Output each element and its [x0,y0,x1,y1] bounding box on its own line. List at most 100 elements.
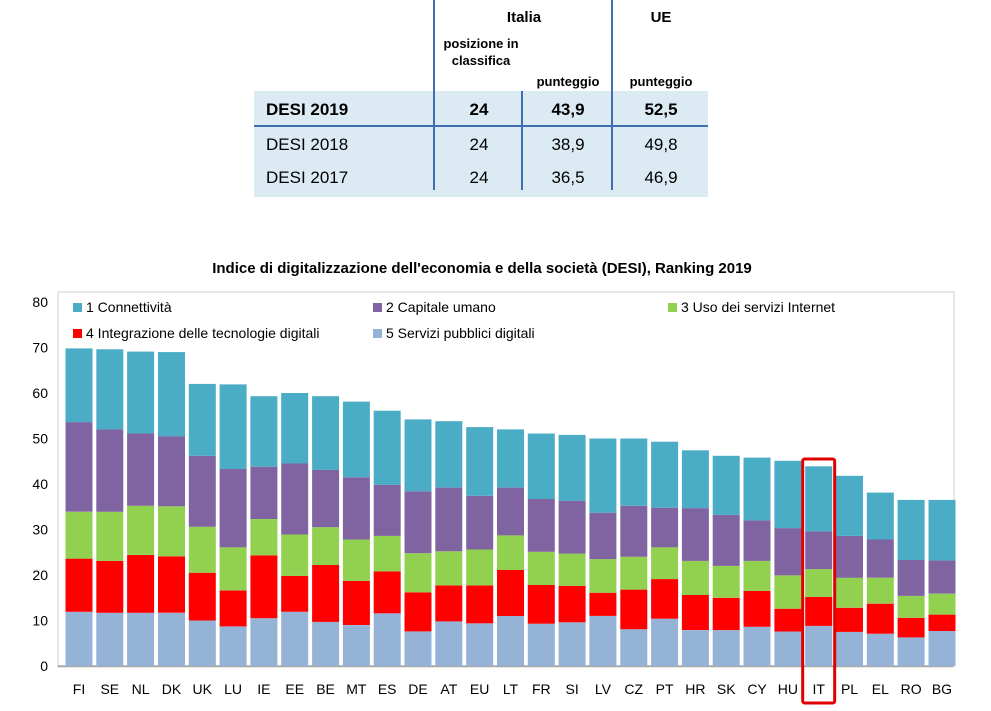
bar-segment-el-3 [866,577,894,604]
bar-segment-cy-1 [743,626,771,666]
highlight-box [801,457,837,705]
bar-segment-sk-4 [712,514,740,566]
bar-segment-sk-2 [712,597,740,631]
x-tick-label-eu: EU [470,681,489,697]
bar-segment-at-4 [435,487,463,552]
bar-segment-de-3 [404,553,432,593]
bar-segment-dk-4 [158,436,185,507]
row-2017-rank: 24 [469,168,489,187]
bar-segment-fi-2 [65,558,93,612]
legend-swatch-1 [73,303,82,312]
bar-segment-nl-4 [127,433,155,506]
bar-segment-pt-2 [651,579,679,619]
bar-segment-el-2 [866,603,894,634]
legend: 1 Connettività 2 Capitale umano 3 Uso dei … [73,299,835,341]
bar-segment-nl-2 [127,555,155,613]
y-tick-label: 30 [32,522,48,538]
bar-segment-fi-3 [65,511,93,559]
x-tick-label-it: IT [812,681,825,697]
bar-segment-fr-3 [527,551,555,585]
bar-segment-cz-5 [620,438,648,506]
bar-segment-bg-4 [928,560,956,594]
bar-segment-cy-2 [743,590,771,627]
bar-segment-lt-3 [497,535,524,570]
bar-segment-fr-5 [527,433,555,499]
bar-segment-pl-4 [836,535,863,578]
bar-segment-nl-1 [127,612,155,666]
x-tick-label-el: EL [872,681,889,697]
bar-segment-pl-1 [836,631,863,666]
row-2017-it-score: 36,5 [551,168,585,187]
bar-segment-sk-1 [712,630,740,666]
bar-segment-uk-2 [188,572,216,621]
highlight-box-it [801,457,837,705]
bar-segment-es-1 [373,613,401,666]
bar-segment-lu-2 [219,590,247,627]
bar-segment-pt-5 [651,441,679,508]
y-tick-label: 70 [32,340,48,356]
bar-segment-ee-1 [281,611,309,666]
bar-segment-eu-1 [466,623,494,666]
bar-segment-ie-1 [250,618,278,666]
bar-segment-lv-2 [589,592,617,616]
x-tick-label-bg: BG [932,681,952,697]
y-tick-label: 20 [32,567,48,583]
legend-swatch-4 [73,329,82,338]
bar-segment-hu-4 [774,528,802,576]
bar-segment-eu-5 [466,427,494,496]
bar-segment-hr-4 [681,508,709,561]
bar-segment-fi-1 [65,611,93,666]
x-tick-label-sk: SK [717,681,736,697]
bar-segment-de-5 [404,419,432,492]
legend-label-1: 1 Connettività [86,299,172,315]
bar-segment-ro-4 [897,560,925,596]
bar-segment-hu-5 [774,460,802,529]
bar-segment-pt-4 [651,507,679,548]
x-tick-label-lt: LT [503,681,519,697]
bar-segment-bg-1 [928,631,956,666]
x-tick-label-cy: CY [747,681,767,697]
legend-swatch-3 [668,303,677,312]
bar-segment-cz-1 [620,629,648,666]
bar-segment-lt-5 [497,429,524,488]
bar-segment-be-3 [312,527,340,565]
x-tick-label-at: AT [440,681,457,697]
x-tick-label-ee: EE [285,681,304,697]
row-2017-eu-score: 46,9 [644,168,678,187]
bar-segment-hr-3 [681,560,709,595]
bar-segment-pl-3 [836,577,863,608]
bar-segment-lv-1 [589,615,617,666]
row-2018-eu-score: 49,8 [644,135,678,154]
bar-segment-sk-5 [712,455,740,515]
bar-segment-pl-2 [836,607,863,632]
bar-segment-dk-2 [158,556,185,613]
x-tick-label-dk: DK [162,681,182,697]
bar-segment-ee-3 [281,534,309,576]
bar-segment-hr-2 [681,595,709,630]
bar-segment-uk-5 [188,383,216,456]
y-tick-label: 80 [32,294,48,310]
bar-segment-ro-5 [897,499,925,560]
bar-segment-nl-5 [127,351,155,434]
x-tick-label-se: SE [100,681,119,697]
legend-swatch-5 [373,329,382,338]
legend-label-3: 3 Uso dei servizi Internet [681,299,835,315]
bar-segment-bg-5 [928,499,956,561]
bar-segment-si-5 [558,434,586,501]
x-tick-label-pl: PL [841,681,858,697]
bar-segment-lu-5 [219,384,247,469]
bar-segment-cz-4 [620,505,648,557]
x-tick-label-mt: MT [346,681,367,697]
bar-segment-se-5 [96,349,124,430]
x-tick-label-hr: HR [685,681,705,697]
bar-segment-se-4 [96,429,124,512]
table-divider-2 [521,91,523,190]
bar-segment-ie-2 [250,555,278,619]
bar-segment-se-1 [96,612,124,666]
chart-title: Indice di digitalizzazione dell'economia… [212,260,752,277]
bar-segment-hr-5 [681,450,709,509]
bar-segment-hu-2 [774,608,802,632]
table-row-divider [254,125,708,127]
bar-segment-eu-3 [466,549,494,586]
y-tick-label: 40 [32,476,48,492]
